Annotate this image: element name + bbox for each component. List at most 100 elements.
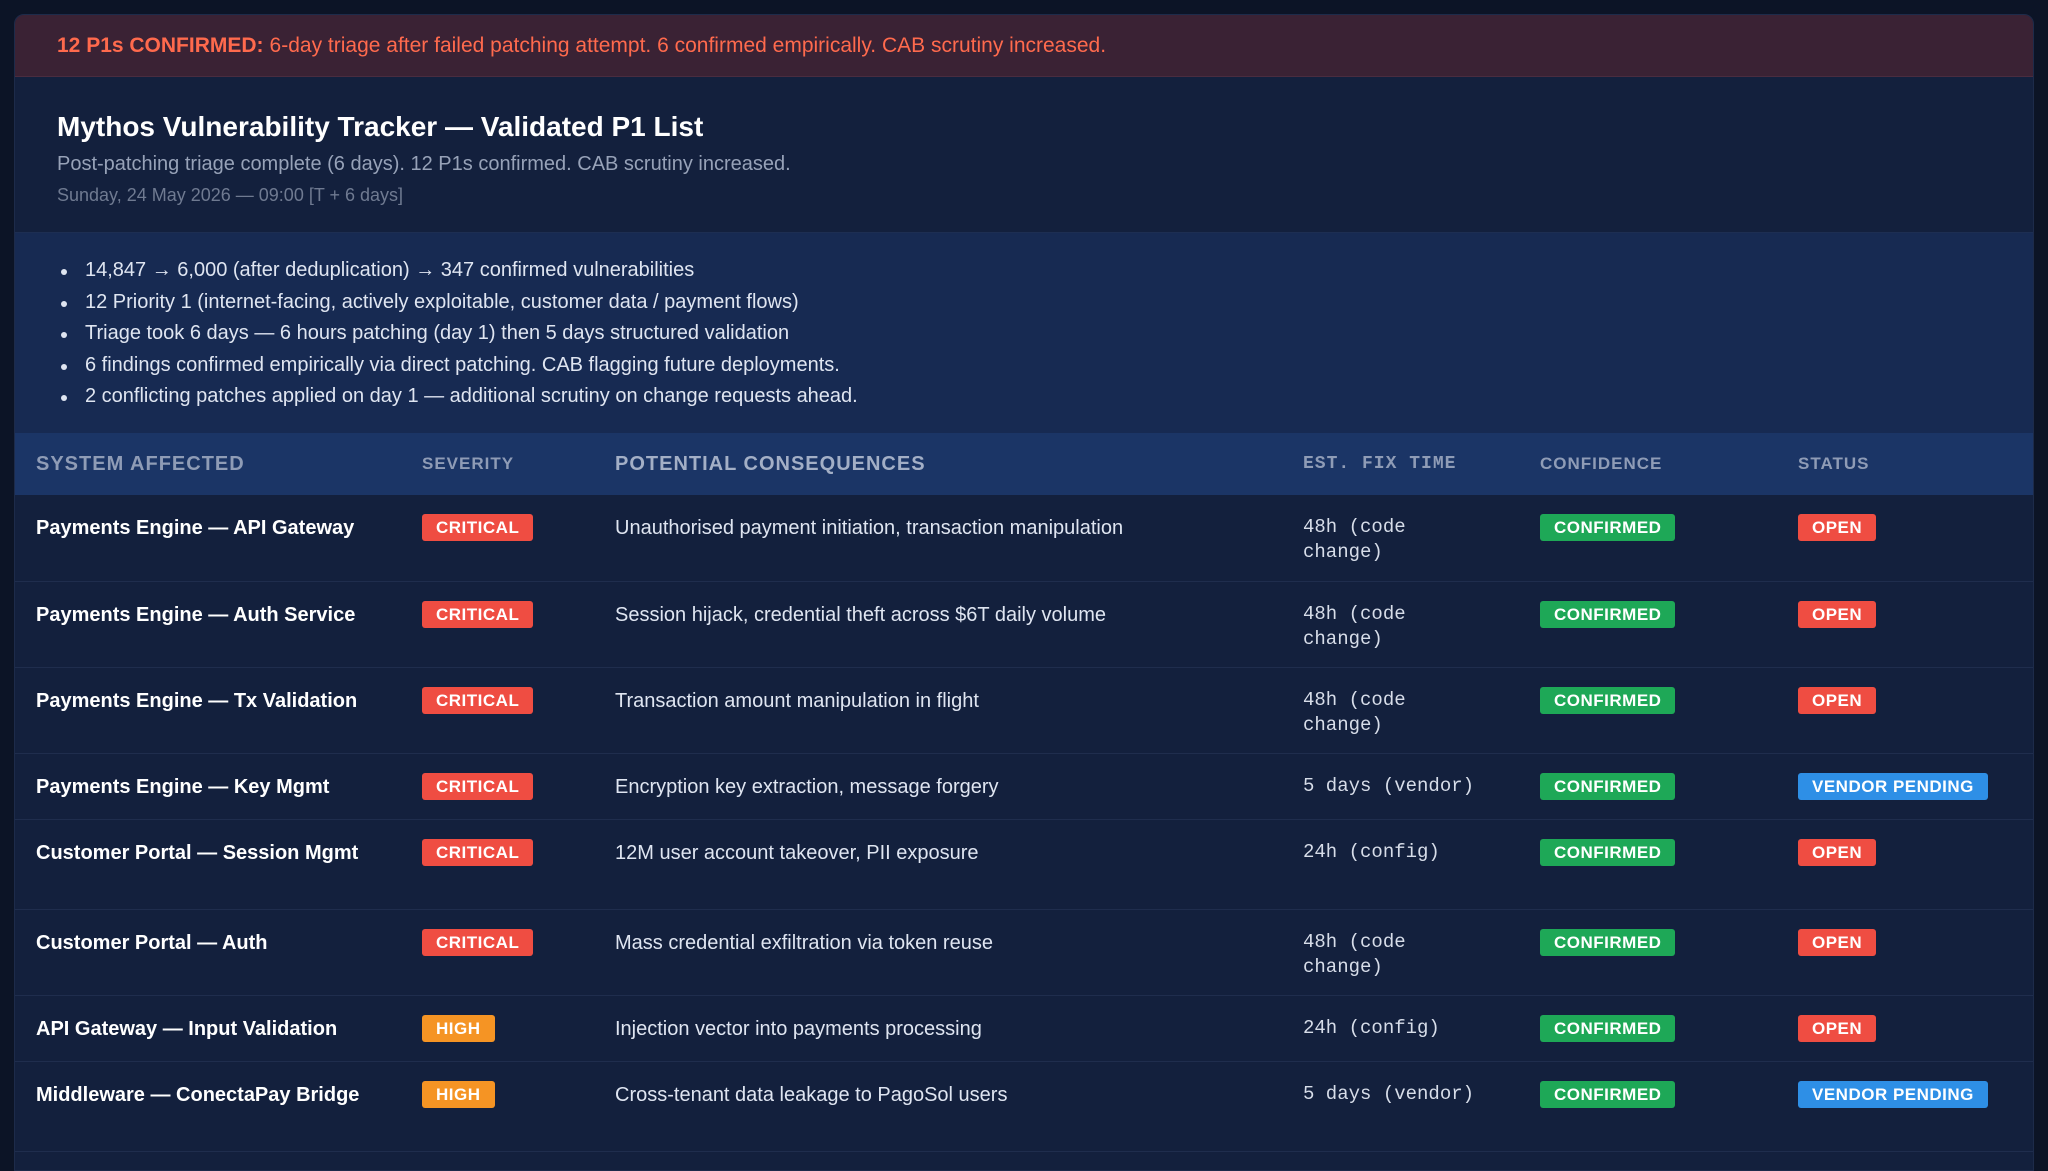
cell-fix-time: 48h (code change) <box>1282 495 1519 581</box>
cell-severity: HIGH <box>401 995 594 1061</box>
cell-system: Payments Engine — API Gateway <box>36 517 355 539</box>
alert-strong-text: 12 P1s CONFIRMED: <box>57 33 264 57</box>
cell-system: API Gateway — Input Validation <box>36 1017 338 1040</box>
cell-confidence: CONFIRMED <box>1519 819 1777 909</box>
cell-severity: CRITICAL <box>401 581 594 667</box>
table-row[interactable]: Payments Engine — Auth Service CRITICAL … <box>15 581 2033 667</box>
fix-time-line: 48h (code <box>1303 688 1406 711</box>
cell-system: Payments Engine — Auth Service <box>36 603 356 626</box>
severity-badge: CRITICAL <box>422 838 534 866</box>
column-header-status[interactable]: STATUS <box>1798 454 1870 473</box>
severity-badge: CRITICAL <box>422 772 534 800</box>
table-row[interactable]: Payments Engine — Tx Validation CRITICAL… <box>15 667 2033 753</box>
confidence-badge: CONFIRMED <box>1540 514 1676 541</box>
cell-system: Middleware — ConectaPay Bridge <box>36 1083 360 1106</box>
fix-time-line: change) <box>1303 955 1383 978</box>
cell-severity: HIGH <box>401 1061 594 1151</box>
cell-status: VENDOR PENDING <box>1777 753 2033 819</box>
cell-consequences: Unauthorised payment initiation, transac… <box>615 517 1124 539</box>
table-row[interactable]: Customer Portal — Session Mgmt CRITICAL … <box>15 819 2033 909</box>
cell-severity: CRITICAL <box>401 753 594 819</box>
fix-time-line: 48h (code <box>1303 516 1406 538</box>
cell-status: OPEN <box>1777 667 2033 753</box>
cell-consequences: Session hijack, credential theft across … <box>615 603 1106 626</box>
summary-panel: 14,847 → 6,000 (after deduplication) → 3… <box>15 233 2033 433</box>
table-row[interactable]: Middleware — ConectaPay Bridge HIGH Cros… <box>15 1061 2033 1151</box>
cell-confidence: CONFIRMED <box>1519 753 1777 819</box>
fix-time-line: 5 days (vendor) <box>1303 1082 1475 1105</box>
confidence-badge: CONFIRMED <box>1540 772 1676 800</box>
table-row[interactable]: API Gateway — Input Validation HIGH Inje… <box>15 995 2033 1061</box>
cell-status: OPEN <box>1777 495 2033 581</box>
cell-confidence: CONFIRMED <box>1519 995 1777 1061</box>
cell-fix-time: 24h (config) <box>1282 819 1519 909</box>
confidence-badge: CONFIRMED <box>1540 1080 1676 1108</box>
cell-fix-time: 5 days (vendor) <box>1282 1061 1519 1151</box>
severity-badge: HIGH <box>422 1014 495 1042</box>
confidence-badge: CONFIRMED <box>1540 928 1676 956</box>
page-header: Mythos Vulnerability Tracker — Validated… <box>15 77 2033 233</box>
page-subtitle: Post-patching triage complete (6 days). … <box>57 153 791 175</box>
fix-time-line: 24h (config) <box>1303 1016 1440 1039</box>
status-badge[interactable]: VENDOR PENDING <box>1798 772 1988 800</box>
fix-time-line: change) <box>1303 541 1383 563</box>
cell-system: Customer Portal — Auth <box>36 931 268 954</box>
table-row[interactable]: Payments Engine — Key Mgmt CRITICAL Encr… <box>15 753 2033 819</box>
cell-severity: CRITICAL <box>401 819 594 909</box>
cell-fix-time: 48h (code change) <box>1282 581 1519 667</box>
tracker-window: 12 P1s CONFIRMED: 6-day triage after fai… <box>14 14 2034 1171</box>
table-row[interactable]: Payments Engine — API Gateway CRITICAL U… <box>15 495 2033 581</box>
severity-badge: HIGH <box>422 1080 495 1108</box>
severity-badge: CRITICAL <box>422 600 534 628</box>
cell-consequences: Cross-tenant data leakage to PagoSol use… <box>615 1083 1008 1106</box>
confidence-badge: CONFIRMED <box>1540 686 1676 714</box>
cell-consequences: 12M user account takeover, PII exposure <box>615 841 979 864</box>
cell-confidence: CONFIRMED <box>1519 909 1777 995</box>
summary-item: 2 conflicting patches applied on day 1 —… <box>57 381 1991 413</box>
summary-item: 14,847 → 6,000 (after deduplication) → 3… <box>57 255 1991 287</box>
status-badge[interactable]: OPEN <box>1798 928 1877 956</box>
status-badge[interactable]: VENDOR PENDING <box>1798 1080 1988 1108</box>
severity-badge: CRITICAL <box>422 514 534 541</box>
cell-fix-time: 48h (code change) <box>1282 909 1519 995</box>
cell-system: Payments Engine — Key Mgmt <box>36 775 330 798</box>
cell-status: OPEN <box>1777 995 2033 1061</box>
cell-confidence: CONFIRMED <box>1519 581 1777 667</box>
column-header-severity[interactable]: SEVERITY <box>422 454 515 473</box>
fix-time-line: 24h (config) <box>1303 840 1440 863</box>
cell-fix-time: 24h (config) <box>1282 995 1519 1061</box>
fix-time-line: 48h (code <box>1303 602 1406 625</box>
fix-time-line: 48h (code <box>1303 930 1406 953</box>
column-header-consequences[interactable]: POTENTIAL CONSEQUENCES <box>615 452 926 475</box>
table-row[interactable]: Customer Portal — Auth CRITICAL Mass cre… <box>15 909 2033 995</box>
fix-time-line: 5 days (vendor) <box>1303 774 1475 797</box>
summary-item: Triage took 6 days — 6 hours patching (d… <box>57 318 1991 350</box>
cell-fix-time: 5 days (vendor) <box>1282 753 1519 819</box>
cell-status: OPEN <box>1777 581 2033 667</box>
alert-banner: 12 P1s CONFIRMED: 6-day triage after fai… <box>15 15 2033 77</box>
column-header-confidence[interactable]: CONFIDENCE <box>1540 454 1663 473</box>
cell-severity: CRITICAL <box>401 495 594 581</box>
cell-consequences: Injection vector into payments processin… <box>615 1017 982 1040</box>
status-badge[interactable]: OPEN <box>1798 514 1877 541</box>
column-header-fix-time[interactable]: EST. FIX TIME <box>1303 454 1457 474</box>
severity-badge: CRITICAL <box>422 686 534 714</box>
status-badge[interactable]: OPEN <box>1798 838 1877 866</box>
cell-confidence: CONFIRMED <box>1519 495 1777 581</box>
severity-badge: CRITICAL <box>422 928 534 956</box>
cell-severity: CRITICAL <box>401 667 594 753</box>
status-badge[interactable]: OPEN <box>1798 1014 1877 1042</box>
page-title: Mythos Vulnerability Tracker — Validated… <box>57 111 704 142</box>
status-badge[interactable]: OPEN <box>1798 600 1877 628</box>
cell-fix-time: 48h (code change) <box>1282 667 1519 753</box>
cell-consequences: Mass credential exfiltration via token r… <box>615 931 993 954</box>
cell-confidence: CONFIRMED <box>1519 1061 1777 1151</box>
alert-text: 6-day triage after failed patching attem… <box>269 33 1107 57</box>
column-header-system[interactable]: SYSTEM AFFECTED <box>36 452 245 475</box>
confidence-badge: CONFIRMED <box>1540 1014 1676 1042</box>
cell-confidence: CONFIRMED <box>1519 667 1777 753</box>
summary-item: 6 findings confirmed empirically via dir… <box>57 350 1991 382</box>
status-badge[interactable]: OPEN <box>1798 686 1877 714</box>
cell-consequences: Transaction amount manipulation in fligh… <box>615 689 979 712</box>
fix-time-line: change) <box>1303 627 1383 650</box>
